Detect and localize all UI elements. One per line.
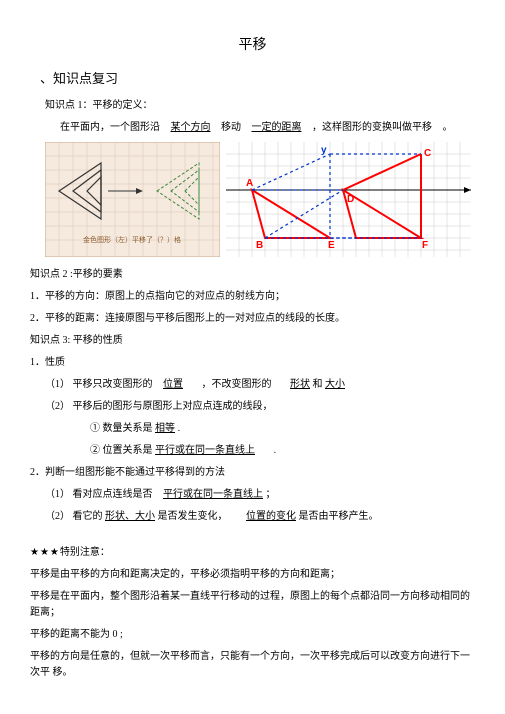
k3-j1-t2: ； — [266, 489, 276, 500]
k3-p1-u1: 位置 — [163, 379, 183, 390]
k1-u1: 某个方向 — [171, 122, 211, 133]
k3-j2-u2: 位置的变化 — [246, 511, 296, 522]
figures-row: 金色图形（左）平移了（？）格 — [45, 142, 475, 257]
svg-text:A: A — [246, 178, 253, 189]
k3-judge-label: 2．判断一组图形能不能通过平移得到的方法 — [30, 465, 475, 481]
svg-text:D: D — [347, 194, 354, 205]
k1-u2: 一定的距离 — [252, 122, 302, 133]
figure-left-triangles: 金色图形（左）平移了（？）格 — [45, 142, 220, 257]
section-header: 、知识点复习 — [40, 69, 475, 90]
k1-t1: 在平面内，一个图形沿 — [60, 122, 160, 133]
k2-line2: 2．平移的距离：连接原图与平移后图形上的一对对应点的线段的长度。 — [30, 311, 475, 327]
svg-text:B: B — [256, 240, 263, 251]
svg-text:y: y — [321, 145, 327, 156]
page-title: 平移 — [30, 35, 475, 57]
k3-j2: （2） 看它的 形状、大小 是否发生变化， 位置的变化 是否由平移产生。 — [45, 509, 475, 525]
svg-text:F: F — [422, 240, 428, 251]
k1-t4: 。 — [443, 122, 453, 133]
k3-j1-u1: 平行或在同一条直线上 — [163, 489, 263, 500]
k3-j2-t3: 是否由平移产生。 — [299, 511, 379, 522]
k3-p2: （2） 平移后的图形与原图形上对应点连成的线段， — [45, 399, 475, 415]
k3-p1-t3: 和 — [313, 379, 326, 390]
k3-p1-u2: 形状 — [290, 379, 310, 390]
k3-heading: 知识点 3: 平移的性质 — [30, 333, 475, 349]
special-heading: ★★★特别注意： — [30, 545, 475, 561]
k3-p2a-t1: ① 数量关系是 — [90, 423, 155, 434]
k1-heading: 知识点 1：平移的定义： — [45, 98, 475, 114]
k3-p2b: ② 位置关系是 平行或在同一条直线上 . — [90, 443, 475, 459]
k3-j1-t1: （1） 看对应点连线是否 — [45, 489, 153, 500]
k3-j2-u1: 形状、大小 — [105, 511, 155, 522]
k1-t2: 移动 — [221, 122, 241, 133]
stars-icon: ★★★ — [30, 547, 60, 558]
svg-text:E: E — [328, 240, 335, 251]
k3-p1-t1: （1） 平移只改变图形的 — [45, 379, 153, 390]
special-label: 特别注意： — [60, 547, 110, 558]
k1-def-line: 在平面内，一个图形沿 某个方向 移动 一定的距离 ，这样图形的变换叫做平移 。 — [60, 120, 475, 136]
k3-j2-t2: 是否发生变化， — [158, 511, 228, 522]
fig-left-caption: 金色图形（左）平移了（？）格 — [83, 235, 181, 244]
k2-heading: 知识点 2 :平移的要素 — [30, 267, 475, 283]
k3-p2b-t1: ② 位置关系是 — [90, 445, 153, 456]
k3-p1-t2: ，不改变图形的 — [202, 379, 272, 390]
k3-p1: （1） 平移只改变图形的 位置 ，不改变图形的 形状 和 大小 — [45, 377, 475, 393]
k3-p2a-u1: 相等 — [155, 423, 175, 434]
k3-p2b-t2: . — [274, 445, 277, 456]
k3-j1: （1） 看对应点连线是否 平行或在同一条直线上 ； — [45, 487, 475, 503]
k3-p2b-u1: 平行或在同一条直线上 — [155, 445, 255, 456]
k3-p1-u3: 大小 — [325, 379, 345, 390]
special-n3: 平移的距离不能为 0 ; — [30, 627, 475, 643]
special-n2: 平移是在平面内，整个图形沿着某一直线平行移动的过程，原图上的每个点都沿同一方向移… — [30, 589, 475, 621]
k3-p2a: ① 数量关系是 相等 . — [90, 421, 475, 437]
special-n4: 平移的方向是任意的，但就一次平移而言，只能有一个方向，一次平移完成后可以改变方向… — [30, 649, 475, 681]
k2-line1: 1．平移的方向：原图上的点指向它的对应点的射线方向； — [30, 289, 475, 305]
k1-t3: ，这样图形的变换叫做平移 — [312, 122, 432, 133]
figure-right-parallelogram: A B E C D F y — [226, 142, 471, 257]
k3-prop-label: 1．性质 — [30, 355, 475, 371]
special-n1: 平移是由平移的方向和距离决定的，平移必须指明平移的方向和距离； — [30, 567, 475, 583]
svg-text:C: C — [424, 148, 431, 159]
k3-j2-t1: （2） 看它的 — [45, 511, 105, 522]
k3-p2a-t2: . — [178, 423, 181, 434]
